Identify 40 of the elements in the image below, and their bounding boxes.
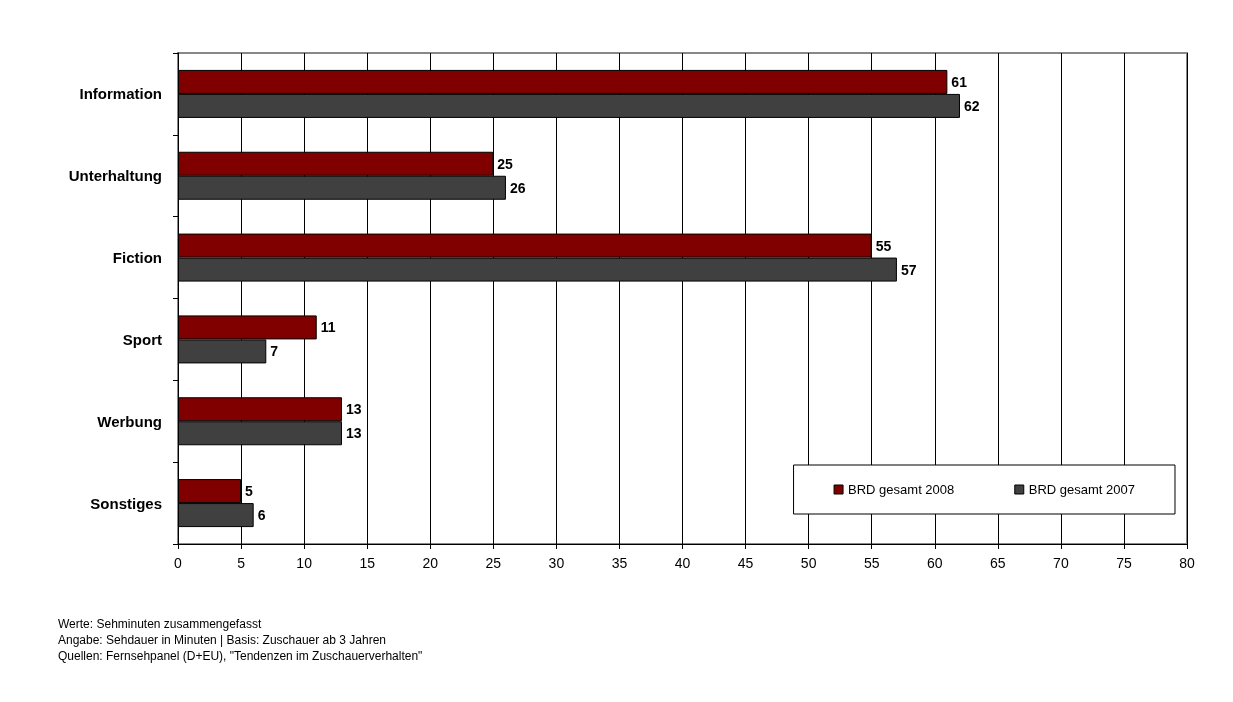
y-tick-label: Sport [122, 330, 162, 348]
x-tick-label: 10 [296, 555, 313, 571]
y-tick-label: Unterhaltung [68, 167, 162, 185]
data-label: 57 [900, 261, 917, 278]
x-tick-label: 30 [548, 555, 565, 571]
data-label: 5 [245, 483, 254, 500]
y-tick-label: Information [79, 85, 162, 103]
data-label: 62 [963, 97, 980, 114]
x-tick-label: 50 [800, 555, 817, 571]
source-note: Quellen: Fernsehpanel (D+EU), "Tendenzen im Zuschauerverhalten" [58, 649, 423, 663]
data-label: 6 [257, 507, 266, 524]
data-label: 25 [497, 155, 514, 172]
data-label: 13 [345, 425, 362, 442]
data-label: 26 [509, 179, 526, 196]
data-label: 11 [320, 319, 336, 336]
x-tick-label: 5 [237, 555, 246, 571]
x-tick-label: 45 [737, 555, 754, 571]
data-label: 61 [951, 73, 968, 90]
text: Werte: Sehminuten zusammengefasst [58, 617, 262, 631]
x-tick-label: 0 [174, 555, 183, 571]
x-tick-label: 70 [1053, 555, 1069, 571]
legend-label: BRD gesamt 2007 [1028, 482, 1136, 497]
x-tick-label: 15 [359, 555, 376, 571]
x-tick-label: 75 [1116, 555, 1132, 571]
legend-label: BRD gesamt 2008 [848, 482, 955, 497]
y-tick-label: Sonstiges [90, 494, 162, 512]
data-label: 7 [270, 343, 279, 360]
x-tick-label: 25 [485, 555, 502, 571]
x-tick-label: 65 [990, 555, 1006, 571]
x-tick-label: 80 [1179, 555, 1195, 571]
data-label: 55 [875, 237, 892, 254]
y-tick-label: Fiction [112, 249, 162, 267]
x-tick-label: 60 [926, 555, 943, 571]
y-tick-label: Werbung [97, 412, 162, 430]
x-tick-label: 20 [422, 555, 439, 571]
text: Angabe: Sehdauer in Minuten | Basis: Zuschauer ab 3 Jahren [58, 633, 386, 647]
x-tick-label: 55 [863, 555, 880, 571]
x-tick-label: 35 [611, 555, 628, 571]
x-tick-label: 40 [674, 555, 691, 571]
data-label: 13 [345, 401, 362, 418]
